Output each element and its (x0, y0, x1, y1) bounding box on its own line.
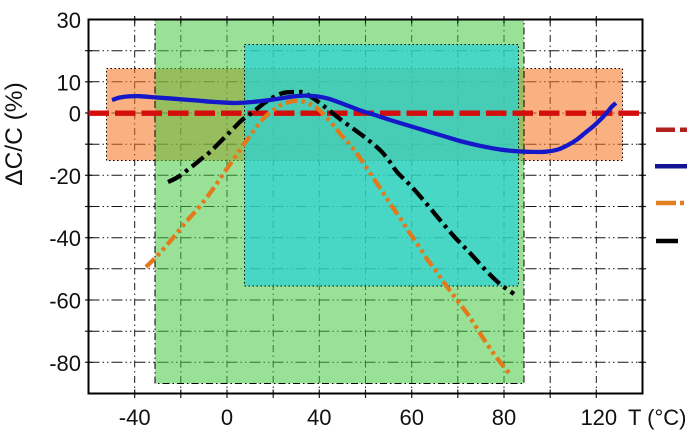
svg-text:10: 10 (57, 70, 81, 95)
svg-text:-40: -40 (49, 226, 81, 251)
svg-text:0: 0 (69, 102, 81, 127)
svg-text:ΔC/C (%): ΔC/C (%) (1, 82, 28, 185)
svg-text:30: 30 (57, 8, 81, 33)
svg-text:T (°C): T (°C) (628, 405, 687, 430)
svg-text:-80: -80 (49, 351, 81, 376)
svg-text:-20: -20 (49, 164, 81, 189)
svg-text:120: 120 (580, 405, 617, 430)
svg-text:-60: -60 (49, 289, 81, 314)
svg-text:40: 40 (307, 405, 331, 430)
svg-text:0: 0 (221, 405, 233, 430)
svg-text:-40: -40 (119, 405, 151, 430)
svg-text:60: 60 (399, 405, 423, 430)
svg-text:80: 80 (492, 405, 516, 430)
